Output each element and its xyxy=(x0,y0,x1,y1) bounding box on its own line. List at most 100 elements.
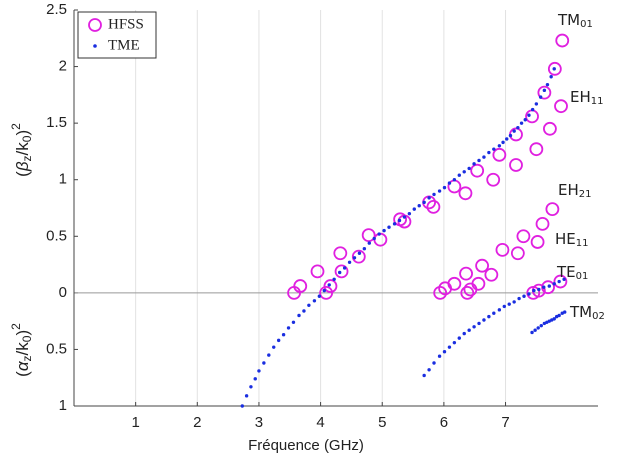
dot xyxy=(517,296,521,301)
y-axis-label-part: /k xyxy=(13,342,32,356)
point xyxy=(460,285,475,300)
dot xyxy=(552,67,556,71)
y-tick-label: 2.5 xyxy=(46,1,67,18)
dot xyxy=(549,75,553,79)
dot xyxy=(457,173,461,177)
dot xyxy=(297,313,301,318)
dot xyxy=(505,137,509,141)
legend-marker xyxy=(88,18,102,32)
dot xyxy=(538,95,543,99)
x-axis-label: Fréquence (GHz) xyxy=(248,437,364,453)
dot xyxy=(442,349,447,354)
dot xyxy=(276,338,281,343)
annotation-text: TM xyxy=(569,303,592,321)
annotation: TM01 xyxy=(557,11,593,31)
y-axis-label-part: z xyxy=(20,155,34,161)
point xyxy=(459,266,473,281)
dot xyxy=(272,345,276,349)
dot xyxy=(527,113,531,117)
dot xyxy=(412,207,416,211)
dot xyxy=(492,311,496,315)
dot xyxy=(281,333,286,337)
dot xyxy=(462,331,466,336)
annotation-sub: 01 xyxy=(580,19,593,30)
dot xyxy=(240,404,244,408)
dot xyxy=(437,189,442,193)
dot xyxy=(442,185,447,190)
point xyxy=(529,142,544,157)
dot xyxy=(533,328,537,332)
point xyxy=(554,99,568,114)
dot xyxy=(302,309,306,313)
dot xyxy=(437,354,442,358)
y-tick-label: 2 xyxy=(59,58,67,75)
dot xyxy=(387,225,391,229)
dot xyxy=(530,107,535,112)
point xyxy=(535,216,550,231)
dot xyxy=(472,162,476,166)
y-axis-label-part: ) xyxy=(13,130,32,136)
dot xyxy=(527,292,531,296)
dot xyxy=(545,82,550,87)
point xyxy=(553,274,568,289)
dot xyxy=(532,288,536,293)
y-axis-label-part: /k xyxy=(13,142,32,156)
y-axis-label-part: ( xyxy=(13,371,32,377)
x-tick-label: 4 xyxy=(316,414,324,431)
point xyxy=(426,199,441,214)
dot xyxy=(508,133,513,138)
point xyxy=(323,279,338,293)
y-axis-label-part: z xyxy=(20,355,34,361)
dot xyxy=(457,336,461,340)
dot xyxy=(257,369,261,373)
y-tick-label: 0 xyxy=(59,284,67,301)
point xyxy=(471,276,486,291)
dot xyxy=(477,158,481,163)
dot xyxy=(530,330,534,335)
dot xyxy=(552,317,556,321)
dot xyxy=(502,304,506,309)
y-tick-label: 0.5 xyxy=(46,227,67,244)
annotation-sub: 01 xyxy=(576,271,589,282)
dot xyxy=(563,310,567,314)
y-tick-label: 1 xyxy=(59,171,67,188)
point xyxy=(486,172,501,187)
annotation-sub: 02 xyxy=(592,311,605,322)
dot xyxy=(487,150,491,155)
dot xyxy=(377,232,381,236)
dot xyxy=(382,228,386,233)
dot xyxy=(472,325,476,329)
dot xyxy=(522,294,526,298)
y-axis-label-part: ( xyxy=(13,171,32,177)
annotation-text: TE xyxy=(556,263,576,281)
annotation-sub: 11 xyxy=(576,238,589,249)
dot xyxy=(417,204,421,208)
dot xyxy=(327,283,331,287)
y-tick-label: 0.5 xyxy=(46,340,67,357)
point xyxy=(293,279,308,293)
dot xyxy=(477,321,481,326)
dot xyxy=(402,215,407,219)
dot xyxy=(547,284,551,288)
dot xyxy=(432,361,436,365)
dot xyxy=(507,302,511,306)
y-axis-label-part: 2 xyxy=(9,323,23,330)
dot xyxy=(492,147,496,151)
point xyxy=(492,147,507,162)
dot xyxy=(557,313,561,318)
dot xyxy=(392,222,397,226)
point xyxy=(495,242,510,257)
dot xyxy=(501,140,505,145)
point xyxy=(530,235,545,249)
point xyxy=(537,85,552,100)
y-tick-label: 1 xyxy=(59,397,67,414)
point xyxy=(351,249,366,264)
point xyxy=(547,61,562,76)
dot xyxy=(432,192,436,197)
dot xyxy=(367,241,371,245)
dot xyxy=(427,368,431,372)
y-axis-label-part: 2 xyxy=(9,123,23,130)
dot xyxy=(487,314,491,319)
annotation-text: EH xyxy=(558,181,579,199)
